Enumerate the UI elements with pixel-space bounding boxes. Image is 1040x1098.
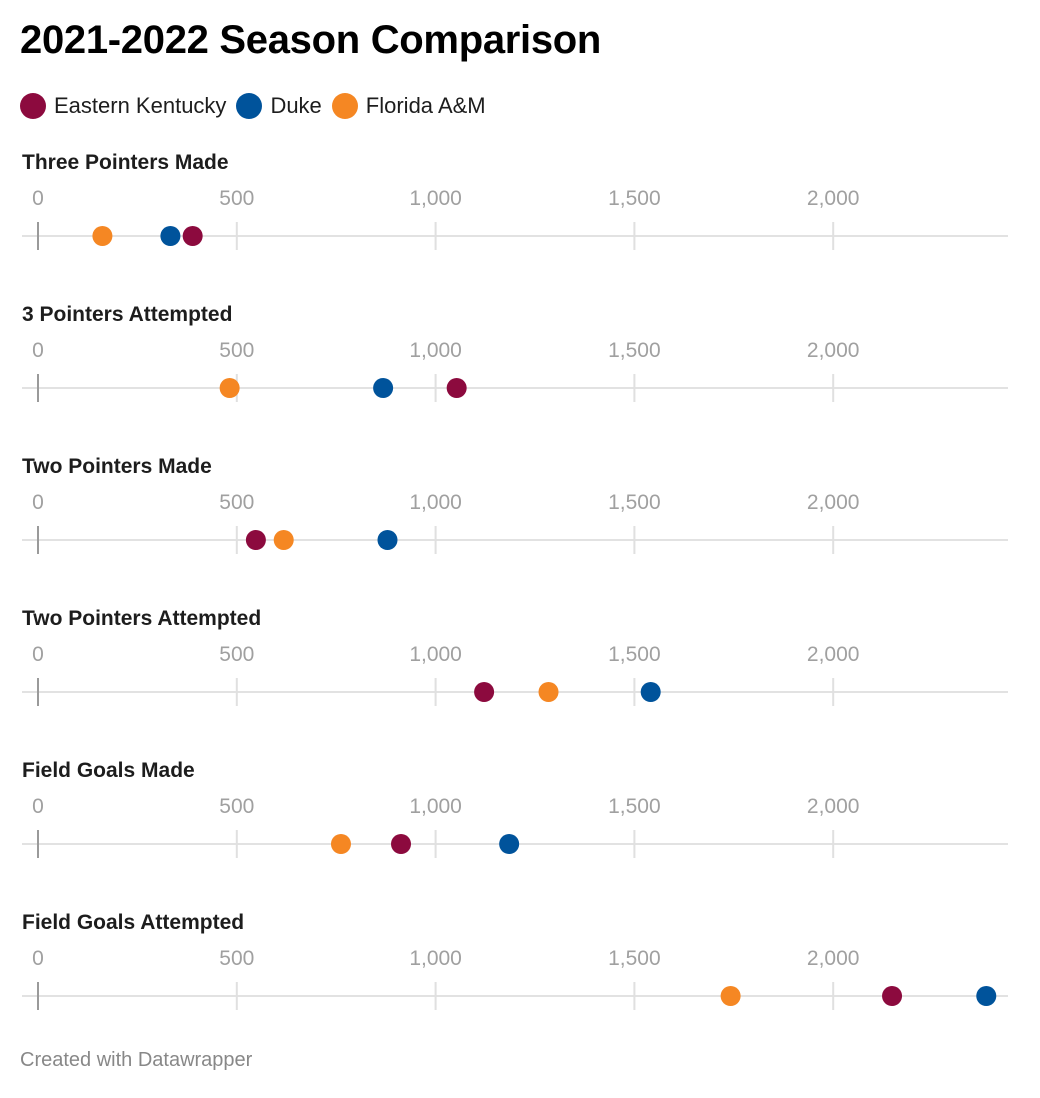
x-tick-label: 500: [219, 187, 254, 210]
chart-title: Two Pointers Attempted: [22, 607, 261, 630]
x-tick-label: 1,000: [409, 795, 462, 818]
data-point-eastern-kentucky: [474, 682, 495, 702]
chart-panel: Three Pointers Made 0 500 1,000 1,500 2,000: [22, 151, 1008, 250]
data-point-duke: [373, 378, 394, 398]
x-tick-label: 0: [32, 339, 44, 362]
data-point-florida-a-m: [92, 226, 113, 246]
x-tick-label: 1,000: [409, 643, 462, 666]
legend: Eastern Kentucky Duke Florida A&M: [20, 90, 496, 122]
data-point-duke: [160, 226, 181, 246]
legend-item-duke[interactable]: Duke: [236, 93, 322, 119]
x-tick-label: 1,500: [608, 339, 661, 362]
data-point-eastern-kentucky: [182, 226, 203, 246]
chart-title: Field Goals Made: [22, 759, 195, 782]
data-point-florida-a-m: [538, 682, 559, 702]
x-tick-label: 500: [219, 795, 254, 818]
legend-item-florida-am[interactable]: Florida A&M: [331, 93, 486, 119]
page-title: 2021-2022 Season Comparison: [20, 18, 602, 62]
x-tick-label: 500: [219, 339, 254, 362]
legend-label: Florida A&M: [365, 93, 486, 118]
x-tick-label: 0: [32, 491, 44, 514]
x-tick-label: 0: [32, 187, 44, 210]
x-tick-label: 2,000: [807, 339, 860, 362]
x-tick-label: 1,500: [608, 187, 661, 210]
data-point-duke: [499, 834, 520, 854]
x-tick-label: 1,500: [608, 947, 661, 970]
x-tick-label: 1,500: [608, 643, 661, 666]
data-point-florida-a-m: [720, 986, 741, 1006]
x-tick-label: 1,500: [608, 795, 661, 818]
legend-swatch-florida-am: [331, 93, 358, 119]
x-tick-label: 1,500: [608, 491, 661, 514]
data-point-duke: [377, 530, 398, 550]
data-point-eastern-kentucky: [882, 986, 903, 1006]
data-point-florida-a-m: [219, 378, 240, 398]
chart-panel: 3 Pointers Attempted 0 500 1,000 1,500 2,000: [22, 303, 1008, 402]
x-tick-label: 500: [219, 643, 254, 666]
x-tick-label: 2,000: [807, 947, 860, 970]
chart-title: Two Pointers Made: [22, 455, 212, 478]
x-tick-label: 500: [219, 491, 254, 514]
x-tick-label: 2,000: [807, 795, 860, 818]
x-tick-label: 2,000: [807, 187, 860, 210]
legend-label: Eastern Kentucky: [54, 93, 227, 118]
data-point-florida-a-m: [330, 834, 351, 854]
x-tick-label: 1,000: [409, 947, 462, 970]
legend-label: Duke: [270, 93, 322, 118]
chart-panel: Field Goals Made 0 500 1,000 1,500 2,000: [22, 759, 1008, 858]
x-tick-label: 2,000: [807, 643, 860, 666]
chart-title: Three Pointers Made: [22, 151, 229, 174]
x-tick-label: 0: [32, 795, 44, 818]
chart-title: 3 Pointers Attempted: [22, 303, 232, 326]
x-tick-label: 0: [32, 643, 44, 666]
data-point-duke: [640, 682, 661, 702]
footer-credit: Created with Datawrapper: [20, 1049, 253, 1071]
legend-swatch-duke: [236, 93, 263, 119]
data-point-florida-a-m: [273, 530, 294, 550]
chart-panel: Two Pointers Made 0 500 1,000 1,500 2,000: [22, 455, 1008, 554]
chart-panel: Field Goals Attempted 0 500 1,000 1,500 2,000: [22, 911, 1008, 1010]
chart-title: Field Goals Attempted: [22, 911, 244, 934]
x-tick-label: 500: [219, 947, 254, 970]
legend-item-eastern-kentucky[interactable]: Eastern Kentucky: [20, 93, 226, 119]
x-tick-label: 1,000: [409, 187, 462, 210]
data-point-eastern-kentucky: [391, 834, 412, 854]
x-tick-label: 1,000: [409, 339, 462, 362]
legend-swatch-eastern-kentucky: [20, 93, 46, 119]
data-point-duke: [976, 986, 997, 1006]
data-point-eastern-kentucky: [245, 530, 266, 550]
chart-panel: Two Pointers Attempted 0 500 1,000 1,500 2,00…: [22, 607, 1008, 706]
x-tick-label: 1,000: [409, 491, 462, 514]
x-tick-label: 0: [32, 947, 44, 970]
x-tick-label: 2,000: [807, 491, 860, 514]
data-point-eastern-kentucky: [446, 378, 467, 398]
